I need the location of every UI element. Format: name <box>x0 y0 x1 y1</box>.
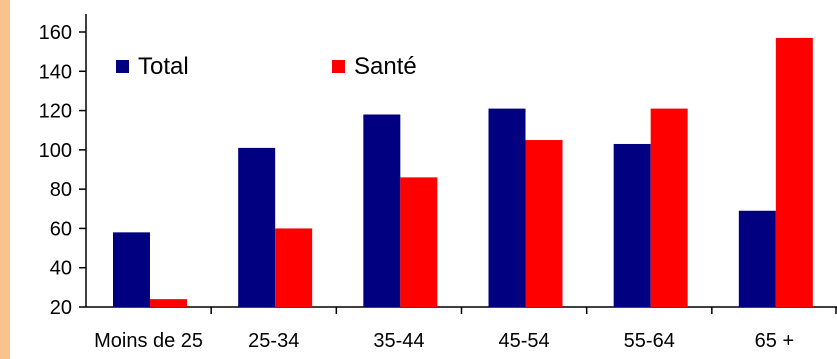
x-category-label: 45-54 <box>499 330 550 352</box>
legend-swatch-sante <box>332 60 345 73</box>
y-tick-label: 80 <box>50 179 72 201</box>
x-category-label: 25-34 <box>248 330 299 352</box>
legend-label-sante: Santé <box>354 53 417 80</box>
bar-sante <box>775 37 813 308</box>
bar-total <box>738 210 776 307</box>
x-category-label: 65 + <box>755 330 794 352</box>
bar-sante <box>650 108 688 307</box>
y-tick-label: 40 <box>50 258 72 280</box>
bar-total <box>113 232 150 307</box>
bar-total <box>238 147 276 307</box>
bar-total <box>488 108 526 307</box>
legend: Total Santé <box>116 53 417 80</box>
bar-sante <box>275 228 313 307</box>
y-tick-label: 160 <box>39 22 72 44</box>
bar-sante <box>150 299 187 307</box>
x-category-label: Moins de 25 <box>94 330 203 352</box>
y-tick-label: 100 <box>39 140 72 162</box>
bar-sante <box>525 140 563 307</box>
legend-swatch-total <box>116 60 129 73</box>
bar-sante <box>400 177 438 307</box>
bar-total <box>363 114 401 307</box>
y-tick-label: 120 <box>39 101 72 123</box>
axes: 20 40 60 80 100 120 140 160 Moins de 25 25-34 35-4… <box>39 14 837 352</box>
y-tick-label: 20 <box>50 297 72 319</box>
side-accent-strip <box>0 0 10 359</box>
bar-total <box>613 143 651 307</box>
legend-label-total: Total <box>138 53 189 80</box>
bars-group <box>113 37 813 308</box>
x-category-label: 55-64 <box>624 330 675 352</box>
y-tick-label: 60 <box>50 218 72 240</box>
y-tick-label: 140 <box>39 61 72 83</box>
x-category-label: 35-44 <box>373 330 424 352</box>
